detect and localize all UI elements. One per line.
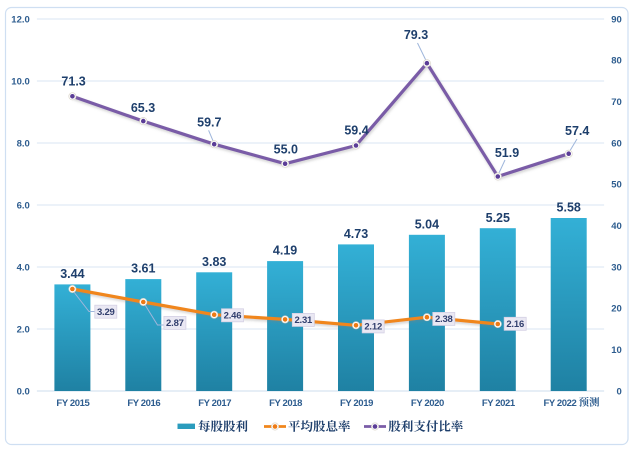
svg-text:2.31: 2.31 <box>294 315 313 326</box>
svg-text:50: 50 <box>611 180 622 191</box>
svg-text:FY 2022: FY 2022 <box>544 398 577 409</box>
svg-text:5.25: 5.25 <box>486 211 510 225</box>
svg-text:FY 2021: FY 2021 <box>482 398 516 409</box>
svg-text:0.0: 0.0 <box>17 386 30 397</box>
svg-text:2.0: 2.0 <box>17 324 30 335</box>
svg-text:FY 2015: FY 2015 <box>56 398 90 409</box>
svg-text:2.46: 2.46 <box>224 311 242 322</box>
svg-text:20: 20 <box>611 304 622 315</box>
svg-text:3.44: 3.44 <box>60 267 84 281</box>
svg-text:59.7: 59.7 <box>197 116 221 130</box>
svg-text:12.0: 12.0 <box>11 14 30 25</box>
svg-text:51.9: 51.9 <box>495 146 519 160</box>
svg-text:3.29: 3.29 <box>97 307 115 318</box>
svg-text:4.73: 4.73 <box>344 227 368 241</box>
svg-text:3.61: 3.61 <box>131 262 155 276</box>
svg-text:65.3: 65.3 <box>131 101 155 115</box>
svg-text:4.19: 4.19 <box>273 244 297 258</box>
svg-text:57.4: 57.4 <box>565 124 589 138</box>
svg-text:FY 2017: FY 2017 <box>198 398 231 409</box>
svg-text:2.38: 2.38 <box>435 314 453 325</box>
svg-text:59.4: 59.4 <box>344 124 368 138</box>
svg-text:0: 0 <box>617 386 622 397</box>
svg-text:2.87: 2.87 <box>166 318 184 329</box>
svg-text:3.83: 3.83 <box>202 255 226 269</box>
svg-text:71.3: 71.3 <box>61 75 85 89</box>
svg-text:FY 2019: FY 2019 <box>340 398 373 409</box>
svg-text:FY 2016: FY 2016 <box>127 398 160 409</box>
svg-text:4.0: 4.0 <box>17 262 30 273</box>
svg-text:FY 2020: FY 2020 <box>411 398 444 409</box>
svg-text:5.04: 5.04 <box>415 217 439 231</box>
svg-text:79.3: 79.3 <box>404 28 428 42</box>
svg-text:30: 30 <box>611 262 622 273</box>
svg-text:55.0: 55.0 <box>274 143 298 157</box>
svg-text:8.0: 8.0 <box>17 138 30 149</box>
svg-text:90: 90 <box>611 14 622 25</box>
svg-text:10.0: 10.0 <box>11 76 30 87</box>
svg-text:2.16: 2.16 <box>506 319 524 330</box>
svg-text:10: 10 <box>611 345 622 356</box>
svg-text:40: 40 <box>611 221 622 232</box>
svg-text:FY 2018: FY 2018 <box>269 398 302 409</box>
svg-text:80: 80 <box>611 56 622 67</box>
svg-text:60: 60 <box>611 138 622 149</box>
svg-text:5.58: 5.58 <box>557 201 581 215</box>
svg-text:6.0: 6.0 <box>17 200 30 211</box>
svg-text:70: 70 <box>611 97 622 108</box>
svg-text:2.12: 2.12 <box>364 322 382 333</box>
